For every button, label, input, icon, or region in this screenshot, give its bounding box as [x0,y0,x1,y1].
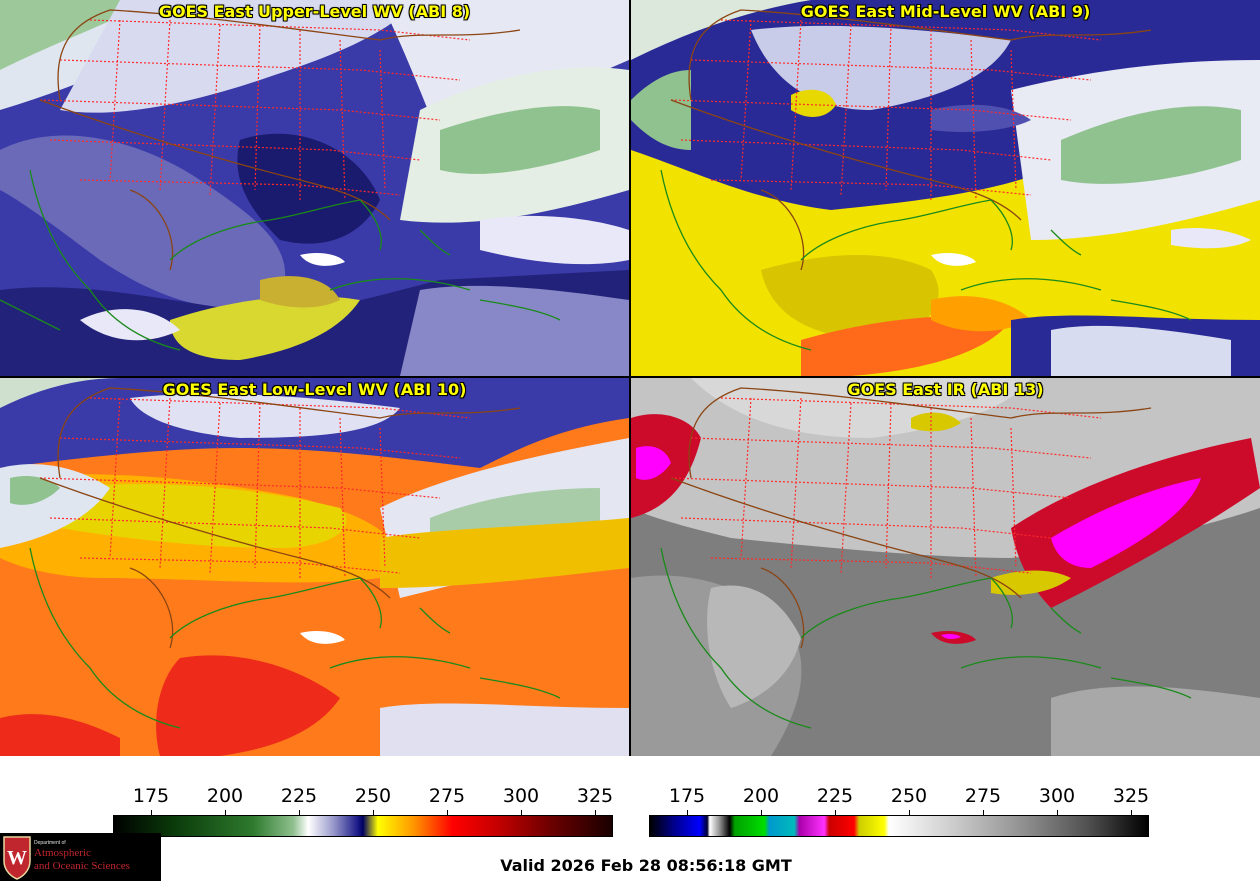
aos-logo: W Department of Atmospheric and Oceanic … [0,833,161,881]
ir-tick [983,810,984,815]
wv-tick [521,810,522,815]
ir-tick-label: 200 [742,785,780,807]
upper-level-wv-panel: GOES East Upper-Level WV (ABI 8) [0,0,629,376]
wv-tick [225,810,226,815]
wv-tick-label: 300 [502,785,540,807]
panel-divider-vertical [629,0,631,756]
ir-tick [687,810,688,815]
ir-tick [1057,810,1058,815]
ir-tick [761,810,762,815]
ir-colorbar [649,815,1149,837]
valid-time: Valid 2026 Feb 28 08:56:18 GMT [500,856,792,875]
wv-tick-label: 175 [132,785,170,807]
wv-tick-label: 250 [354,785,392,807]
crest-letter: W [7,847,27,869]
ir-tick-label: 300 [1038,785,1076,807]
wv-tick-label: 200 [206,785,244,807]
logo-line1: Atmospheric [34,847,91,859]
ir-tick-label: 325 [1112,785,1150,807]
low-level-wv-title: GOES East Low-Level WV (ABI 10) [162,380,467,399]
ir-tick-label: 250 [890,785,928,807]
upper-level-wv-title: GOES East Upper-Level WV (ABI 8) [158,2,471,21]
ir-image [631,378,1260,756]
wv-tick [595,810,596,815]
ir-tick-label: 275 [964,785,1002,807]
logo-line2: and Oceanic Sciences [34,860,130,872]
ir-tick [909,810,910,815]
wv-tick [299,810,300,815]
ir-tick [835,810,836,815]
low-level-wv-panel: GOES East Low-Level WV (ABI 10) [0,378,629,756]
ir-tick-label: 225 [816,785,854,807]
ir-tick-label: 175 [668,785,706,807]
panel-divider-horizontal [0,376,1260,378]
mid-level-wv-panel: GOES East Mid-Level WV (ABI 9) [631,0,1260,376]
ir-title: GOES East IR (ABI 13) [847,380,1044,399]
wv-tick [151,810,152,815]
mid-level-wv-title: GOES East Mid-Level WV (ABI 9) [800,2,1091,21]
uw-crest-icon: W [3,836,31,880]
ir-tick [1131,810,1132,815]
logo-department: Department of [34,840,66,846]
low-level-wv-image [0,378,629,756]
mid-level-wv-image [631,0,1260,376]
wv-tick-label: 225 [280,785,318,807]
wv-tick [373,810,374,815]
ir-panel: GOES East IR (ABI 13) [631,378,1260,756]
wv-tick-label: 275 [428,785,466,807]
wv-tick [447,810,448,815]
upper-level-wv-image [0,0,629,376]
wv-tick-label: 325 [576,785,614,807]
wv-colorbar [113,815,613,837]
